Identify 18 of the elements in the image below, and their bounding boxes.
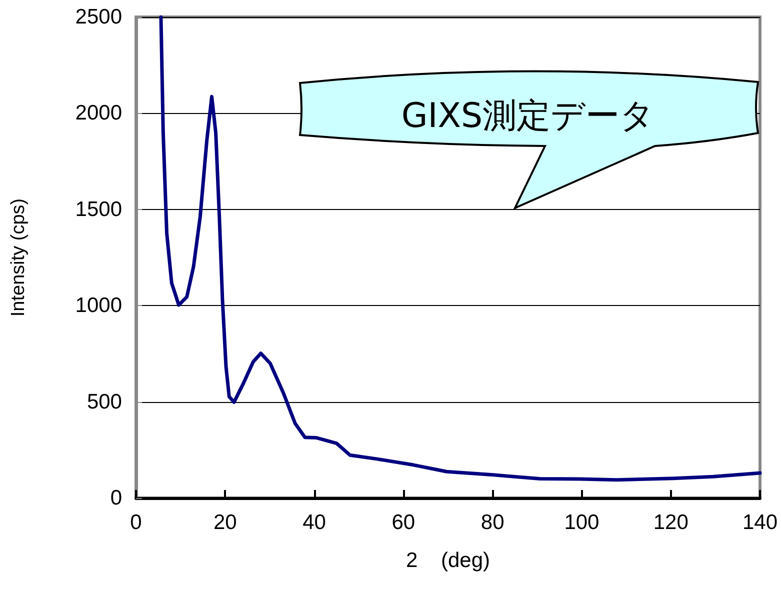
y-tick-label: 0 xyxy=(110,486,122,510)
x-axis-title: 2 (deg) xyxy=(406,549,490,572)
x-tick-label: 20 xyxy=(213,511,237,534)
y-tick-label: 500 xyxy=(86,390,122,414)
y-tick-label: 1000 xyxy=(75,294,122,318)
x-tick-label: 60 xyxy=(392,511,416,534)
line-series xyxy=(159,15,762,482)
x-tick-label: 40 xyxy=(302,511,326,534)
y-tick-label: 2500 xyxy=(75,6,122,28)
x-tick-label: 100 xyxy=(564,511,600,534)
y-axis-title: Intensity (cps) xyxy=(8,198,29,317)
x-tick-label: 140 xyxy=(742,511,778,534)
y-tick-label: 2000 xyxy=(75,102,122,125)
x-tick-label: 80 xyxy=(480,511,504,534)
annotation: GIXS測定データ xyxy=(400,95,656,138)
y-tick-label: 1500 xyxy=(75,198,122,221)
x-tick-label: 0 xyxy=(130,511,142,534)
x-tick-label: 120 xyxy=(653,511,688,534)
